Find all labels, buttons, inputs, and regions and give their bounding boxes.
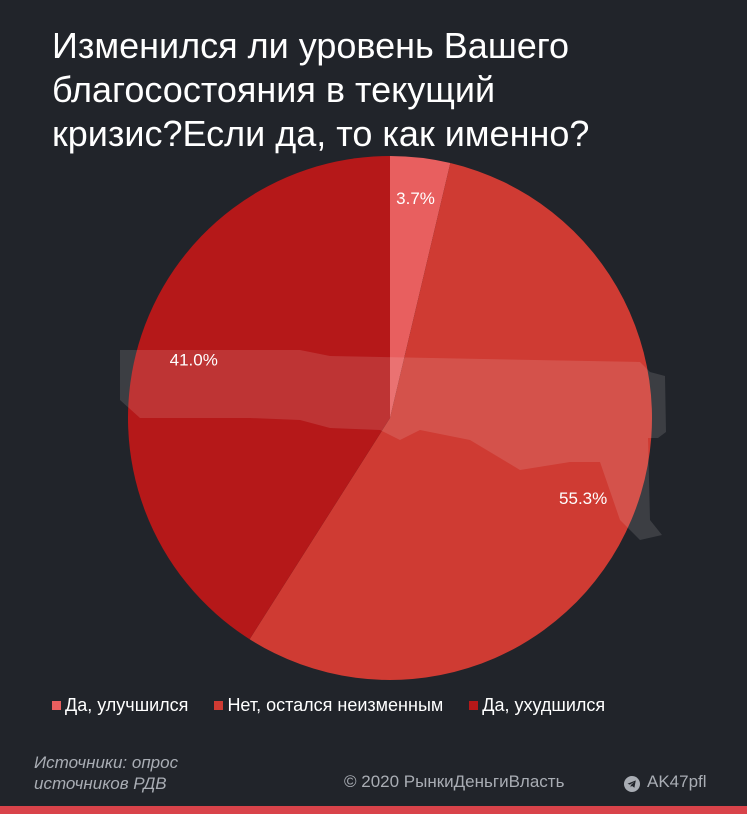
legend-label-improved: Да, улучшился: [65, 695, 189, 715]
pie-slices: [128, 156, 652, 681]
pie-slice-unchanged: [249, 163, 652, 681]
pie-slice-improved: [390, 156, 451, 418]
pie-label-improved: 3.7%: [396, 189, 435, 208]
pie-label-unchanged: 55.3%: [559, 489, 607, 508]
legend-label-unchanged: Нет, остался неизменным: [227, 695, 444, 715]
title-line-3: кризис?Если да, то как именно?: [52, 113, 590, 154]
source-line-2: источников РДВ: [34, 774, 167, 793]
legend-item-unchanged: Нет, остался неизменным: [214, 695, 443, 716]
title-line-2: благосостояния в текущий: [52, 69, 496, 110]
legend-swatch-worsened: [469, 701, 479, 710]
title-line-1: Изменился ли уровень Вашего: [52, 25, 570, 66]
pie-label-worsened: 41.0%: [170, 350, 218, 369]
rifle-watermark: [120, 350, 666, 540]
legend-item-improved: Да, улучшился: [52, 695, 188, 716]
telegram-icon: [624, 776, 640, 792]
source-note: Источники: опрос источников РДВ: [34, 752, 178, 794]
pie-data-labels: 3.7% 55.3% 41.0%: [170, 189, 608, 508]
channel-link[interactable]: AK47pfl: [624, 772, 707, 792]
bottom-accent-bar: [0, 806, 747, 814]
legend-swatch-improved: [52, 701, 61, 710]
pie-slice-worsened: [128, 156, 390, 640]
legend-label-worsened: Да, ухудшился: [482, 695, 606, 715]
legend: Да, улучшился Нет, остался неизменным Да…: [52, 695, 605, 716]
source-line-1: Источники: опрос: [34, 753, 179, 772]
legend-swatch-unchanged: [214, 701, 224, 710]
channel-name: AK47pfl: [647, 772, 707, 791]
copyright: © 2020 РынкиДеньгиВласть: [344, 772, 565, 791]
page-title: Изменился ли уровень Вашего благосостоян…: [52, 24, 692, 156]
legend-item-worsened: Да, ухудшился: [469, 695, 605, 716]
